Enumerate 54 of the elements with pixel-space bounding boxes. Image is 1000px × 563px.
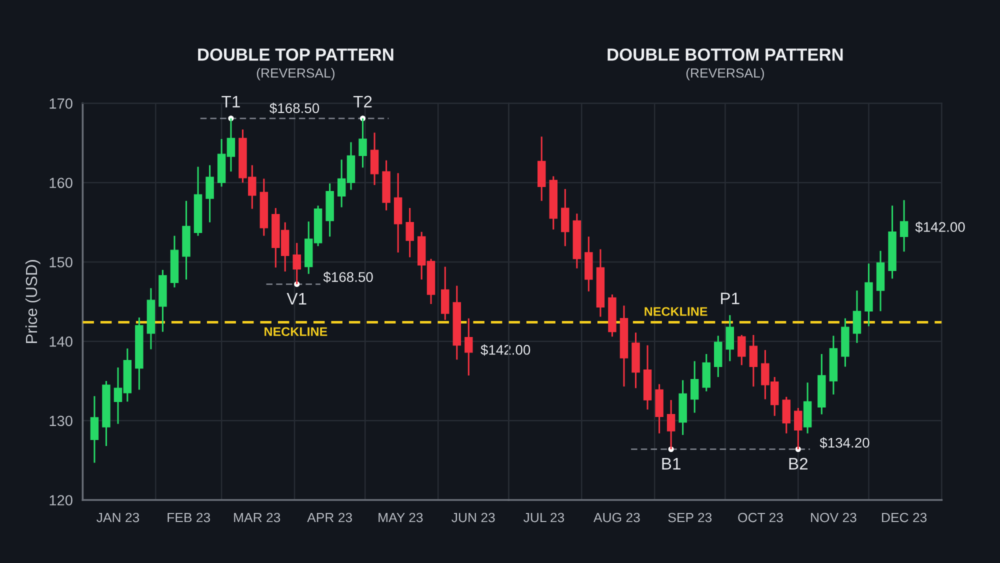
x-tick-label: MAR 23 [234, 512, 280, 522]
x-tick-label: JUN 23 [452, 512, 495, 522]
x-tick-label: NOV 23 [811, 512, 856, 522]
candlestick [358, 118, 367, 168]
annotation: $168.50 [323, 272, 373, 283]
chart-subtitle: (REVERSAL) [256, 68, 334, 80]
x-tick-label: MAY 23 [378, 512, 423, 522]
candlestick [749, 334, 758, 388]
annotation: T1 [222, 96, 240, 108]
candlestick [900, 199, 908, 252]
annotation: P1 [721, 292, 740, 304]
annotation: B1 [662, 458, 680, 470]
annotation: $134.20 [820, 437, 870, 448]
ref-line-label: NECKLINE [644, 307, 708, 316]
annotation: $142.00 [915, 222, 965, 233]
x-tick-label: FEB 23 [168, 512, 210, 522]
x-tick-label: DEC 23 [882, 512, 927, 522]
x-tick-label: SEP 23 [668, 512, 712, 522]
candlestick [782, 396, 790, 434]
candlestick [561, 188, 570, 247]
chart-title: DOUBLE TOP PATTERN [198, 48, 394, 61]
candlestick [666, 399, 676, 450]
candlestick [206, 164, 214, 224]
x-tick-label: AUG 23 [593, 512, 640, 522]
annotation: $168.50 [270, 102, 320, 114]
candlestick [690, 360, 699, 414]
y-tick-label: 170 [50, 98, 72, 109]
y-tick-label: 150 [50, 257, 72, 268]
x-tick-label: APR 23 [307, 512, 352, 522]
ref-line-label: NECKLINE [264, 327, 328, 336]
y-axis-title: Price (USD) [25, 260, 40, 343]
x-tick-label: JAN 23 [96, 512, 140, 522]
annotation: T2 [353, 96, 372, 108]
x-tick-label: JUL 23 [524, 512, 564, 522]
candlestick [370, 132, 379, 186]
candlestick [406, 207, 414, 258]
chart-title: DOUBLE BOTTOM PATTERN [608, 48, 843, 61]
y-tick-label: 130 [50, 416, 72, 426]
annotation: $142.00 [480, 344, 530, 356]
chart-subtitle: (REVERSAL) [686, 68, 764, 80]
candlestick [794, 407, 802, 450]
y-tick-label: 120 [50, 495, 72, 506]
candlestick [441, 266, 450, 321]
candlestick [852, 290, 862, 344]
candlestick [90, 395, 99, 464]
candlestick [292, 242, 301, 285]
candlestick [464, 318, 473, 376]
candlestick [726, 314, 734, 362]
annotation: B2 [789, 458, 808, 470]
annotation: V1 [286, 293, 306, 304]
candlestick [738, 334, 746, 366]
x-tick-label: OCT 23 [738, 512, 783, 522]
y-tick-label: 140 [50, 336, 72, 347]
y-tick-label: 160 [50, 178, 72, 188]
